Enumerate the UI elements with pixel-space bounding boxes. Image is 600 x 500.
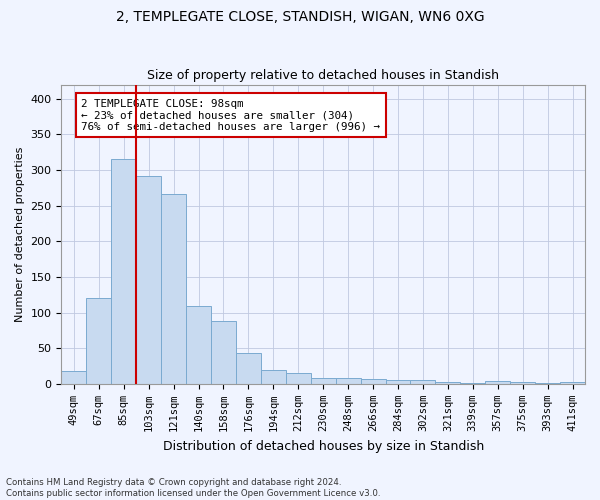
Bar (236, 352, 261, 384)
Bar (410, 380, 436, 384)
Bar (161, 194, 186, 384)
Bar (485, 381, 510, 384)
Bar (261, 370, 286, 384)
Text: 2, TEMPLEGATE CLOSE, STANDISH, WIGAN, WN6 0XG: 2, TEMPLEGATE CLOSE, STANDISH, WIGAN, WN… (116, 10, 484, 24)
Bar (560, 382, 585, 384)
Text: 2 TEMPLEGATE CLOSE: 98sqm
← 23% of detached houses are smaller (304)
76% of semi: 2 TEMPLEGATE CLOSE: 98sqm ← 23% of detac… (82, 99, 380, 132)
Bar (211, 321, 236, 384)
Bar (460, 382, 485, 384)
Bar (111, 160, 136, 384)
Bar (61, 371, 86, 384)
Y-axis label: Number of detached properties: Number of detached properties (15, 146, 25, 322)
Bar (510, 382, 535, 384)
Bar (86, 298, 111, 384)
Title: Size of property relative to detached houses in Standish: Size of property relative to detached ho… (147, 69, 499, 82)
Text: Contains HM Land Registry data © Crown copyright and database right 2024.
Contai: Contains HM Land Registry data © Crown c… (6, 478, 380, 498)
Bar (286, 374, 311, 384)
Bar (335, 378, 361, 384)
Bar (311, 378, 335, 384)
Bar (436, 382, 460, 384)
Bar (386, 380, 410, 384)
Bar (535, 383, 560, 384)
Bar (186, 306, 211, 384)
Bar (361, 379, 386, 384)
X-axis label: Distribution of detached houses by size in Standish: Distribution of detached houses by size … (163, 440, 484, 452)
Bar (136, 176, 161, 384)
